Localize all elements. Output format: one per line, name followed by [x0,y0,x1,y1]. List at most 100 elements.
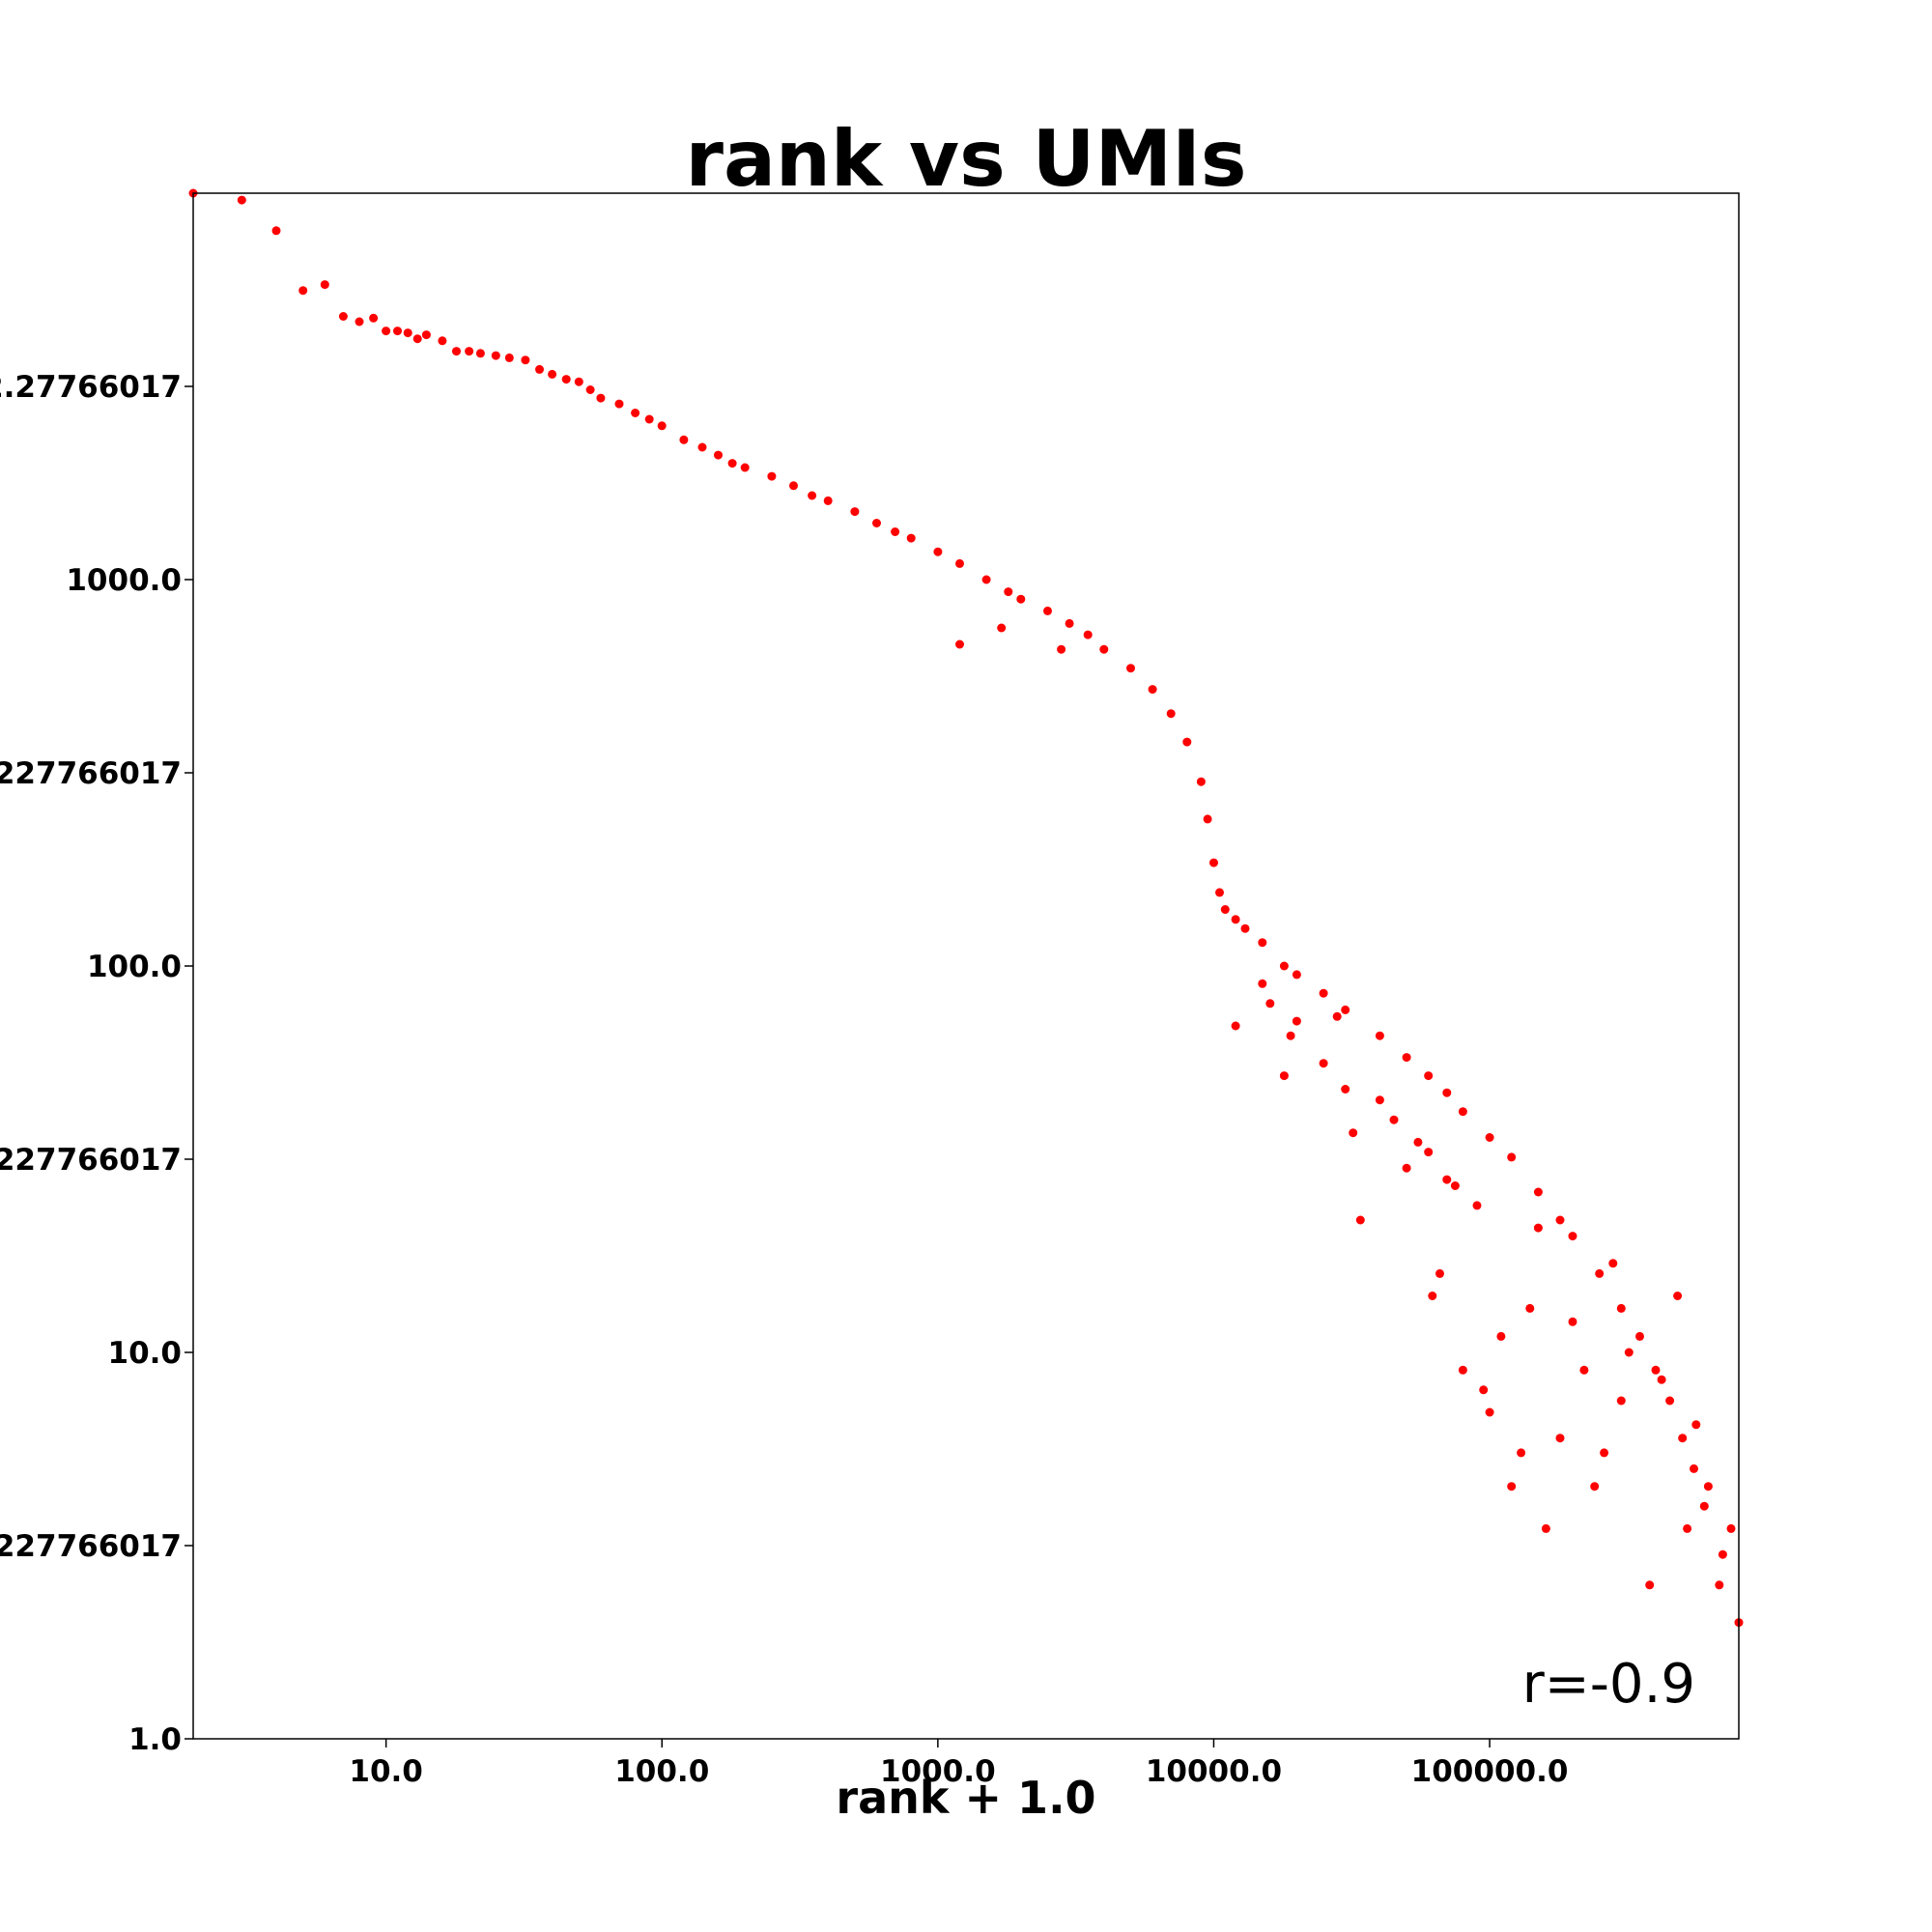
scatter-point [369,313,379,323]
scatter-point [1507,1152,1517,1162]
x-axis-label: rank + 1.0 [836,1772,1095,1824]
x-tick-label: 10000.0 [1146,1754,1282,1789]
scatter-point [1375,1095,1384,1105]
chart-title: rank vs UMIs [685,114,1246,204]
scatter-point [1099,644,1109,654]
y-tick-label: 10.0 [108,1336,183,1371]
scatter-point [1555,1434,1565,1443]
x-tick-label: 100000.0 [1411,1754,1569,1789]
scatter-point [1375,1031,1384,1040]
scatter-point [697,442,707,452]
y-axis: 1.0 3.16227766017 10.0 31.6227766017 100.0 31… [0,370,193,1757]
scatter-point [465,347,474,356]
scatter-point [767,471,777,481]
scatter-point [891,527,900,536]
y-tick-label: 3.16227766017 [0,1529,182,1564]
scatter-point [1442,1088,1452,1097]
scatter-point [1292,970,1301,980]
scatter-point [1485,1133,1494,1142]
scatter-point [1389,1115,1399,1124]
scatter-point [1349,1128,1358,1138]
scatter-point [382,327,391,336]
scatter-point [1083,630,1093,639]
scatter-point [1579,1365,1589,1375]
scatter-point [1533,1223,1543,1233]
scatter-point [421,330,431,340]
scatter-point [1726,1523,1736,1533]
scatter-point [1203,814,1212,824]
scatter-point [1496,1331,1506,1341]
scatter-point [1196,777,1206,786]
scatter-point [714,450,723,460]
scatter-point [412,334,422,344]
plot-area-frame [192,192,1740,1740]
scatter-point [1220,905,1230,914]
scatter-point [1231,1021,1240,1031]
scatter-point [1279,1071,1289,1081]
scatter-point [1182,737,1192,747]
scatter-point [403,328,412,338]
scatter-point [1651,1365,1661,1375]
scatter-point [355,317,364,327]
scatter-point [535,364,544,374]
scatter-point [1332,1011,1342,1021]
scatter-point [1292,1016,1301,1026]
scatter-point [1533,1187,1543,1197]
scatter-point [614,399,624,409]
x-tick-label: 1000.0 [880,1754,996,1789]
scatter-point [1258,938,1267,948]
y-tick-label: 1000.0 [66,563,182,598]
scatter-point [1691,1420,1701,1430]
correlation-annotation: r=-0.9 [1522,1653,1695,1716]
scatter-point [808,491,817,500]
scatter-point [1258,979,1267,988]
scatter-point [1673,1292,1683,1300]
scatter-point [1286,1031,1295,1040]
scatter-point [850,507,860,517]
scatter-point [1555,1215,1565,1225]
scatter-point [393,327,402,336]
scatter-point [1657,1375,1666,1384]
scatter-point [1355,1215,1365,1225]
scatter-point [1703,1482,1713,1492]
y-tick-label: 31.6227766017 [0,1143,182,1178]
scatter-point [1683,1523,1692,1533]
scatter-point [1635,1331,1644,1341]
scatter-point [438,336,447,346]
scatter-point [997,623,1007,633]
scatter-point [981,575,991,584]
scatter-point [740,463,750,472]
scatter-point [1402,1163,1411,1173]
scatter-point [1600,1448,1609,1458]
scatter-point [1616,1303,1626,1313]
scatter-point [452,347,461,356]
scatter-point [1065,618,1074,628]
y-tick-label: 316.227766017 [0,756,182,791]
scatter-point [1279,961,1289,971]
scatter-point [1590,1482,1600,1492]
scatter-point [1450,1181,1460,1190]
scatter-point [1568,1317,1577,1326]
scatter-point [1715,1580,1724,1590]
scatter-point [1479,1385,1489,1395]
scatter-point [789,481,798,491]
scatter-point [1624,1348,1634,1357]
scatter-point [1166,709,1176,719]
scatter-point [657,421,667,431]
y-tick-label: 3162.27766017 [0,370,182,405]
scatter-point [1608,1259,1618,1268]
scatter-point [1341,1085,1350,1094]
scatter-point [1472,1201,1482,1210]
scatter-point [585,385,595,394]
scatter-point [1424,1071,1434,1081]
scatter-point [1442,1175,1452,1184]
scatter-point [955,639,964,649]
y-tick-label: 100.0 [87,950,182,984]
x-tick-label: 10.0 [349,1754,423,1789]
y-tick-label: 1.0 [128,1722,182,1757]
scatter-point [1699,1501,1709,1511]
scatter-point [955,558,964,568]
scatter-point [1485,1407,1494,1417]
scatter-point [271,226,281,236]
